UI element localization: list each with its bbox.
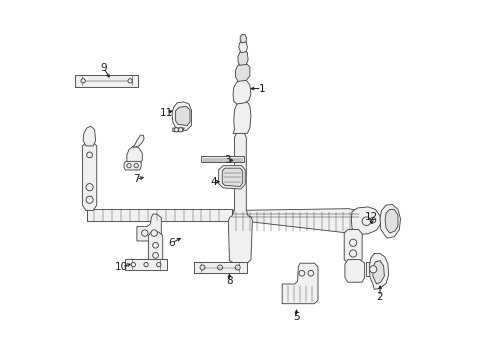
Circle shape [86,152,92,158]
Polygon shape [240,35,246,43]
Polygon shape [344,229,362,263]
Polygon shape [133,135,144,148]
Text: 1: 1 [258,84,264,94]
Text: 11: 11 [160,108,173,118]
Polygon shape [230,209,360,233]
Circle shape [152,252,158,258]
Circle shape [142,230,148,236]
Circle shape [217,265,222,270]
Text: 5: 5 [293,312,299,322]
Circle shape [349,239,356,246]
Circle shape [126,163,131,168]
Polygon shape [83,126,96,146]
Circle shape [134,163,138,168]
Text: 10: 10 [115,262,128,272]
Polygon shape [238,41,247,53]
Circle shape [349,250,356,257]
Text: 7: 7 [133,174,139,184]
Polygon shape [238,50,247,65]
Polygon shape [351,207,380,234]
Text: 2: 2 [376,292,383,302]
Polygon shape [282,263,317,304]
Bar [201,156,244,162]
Circle shape [200,265,204,270]
Circle shape [131,262,135,267]
Circle shape [235,265,240,270]
Polygon shape [172,102,191,131]
Circle shape [151,230,157,236]
Polygon shape [82,142,97,211]
Circle shape [369,266,376,273]
Circle shape [178,128,183,132]
Bar [125,259,166,270]
Text: 3: 3 [224,155,230,165]
Text: 4: 4 [210,177,217,187]
Text: 6: 6 [168,238,175,248]
Polygon shape [344,260,364,282]
Bar [366,262,379,276]
Circle shape [307,270,313,276]
Circle shape [128,79,132,83]
Polygon shape [235,63,249,81]
Polygon shape [233,101,250,134]
Polygon shape [368,253,388,289]
Polygon shape [124,161,141,170]
Text: 8: 8 [225,276,232,286]
Polygon shape [86,210,231,221]
Circle shape [156,262,161,267]
Circle shape [362,217,370,226]
Text: 9: 9 [101,63,107,73]
Polygon shape [228,130,252,263]
Polygon shape [233,80,250,104]
Polygon shape [172,128,184,132]
Polygon shape [126,146,142,164]
Polygon shape [137,214,161,241]
Circle shape [369,217,375,223]
Circle shape [143,262,148,267]
Text: 12: 12 [365,212,378,221]
Polygon shape [372,261,384,284]
Polygon shape [384,210,397,233]
Bar [75,75,138,87]
Polygon shape [218,166,244,189]
Polygon shape [222,168,242,186]
Circle shape [174,128,178,132]
Circle shape [86,196,93,203]
Circle shape [81,79,85,83]
Polygon shape [379,204,400,238]
Polygon shape [175,107,190,126]
Circle shape [298,270,304,276]
Bar [193,262,246,273]
Circle shape [152,242,158,248]
Polygon shape [148,232,163,264]
Circle shape [86,184,93,191]
